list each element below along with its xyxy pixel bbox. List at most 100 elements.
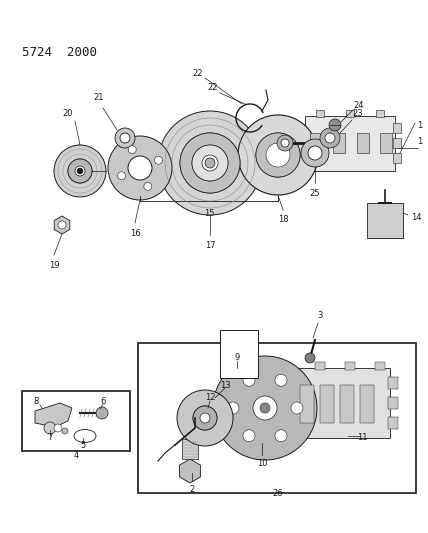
- Bar: [393, 123, 401, 133]
- Text: 12: 12: [205, 393, 215, 402]
- Circle shape: [305, 353, 315, 363]
- Text: 24: 24: [354, 101, 364, 109]
- Circle shape: [68, 159, 92, 183]
- Circle shape: [128, 156, 152, 180]
- Circle shape: [54, 424, 62, 432]
- Bar: [295, 368, 390, 438]
- Text: 19: 19: [49, 261, 59, 270]
- Circle shape: [118, 172, 125, 180]
- Text: 9: 9: [235, 353, 240, 362]
- Text: 16: 16: [130, 229, 140, 238]
- Text: 22: 22: [208, 84, 218, 93]
- Circle shape: [115, 128, 135, 148]
- Bar: [182, 439, 198, 459]
- Polygon shape: [35, 403, 72, 427]
- Circle shape: [266, 143, 290, 167]
- Circle shape: [227, 402, 239, 414]
- Bar: [138, 343, 416, 493]
- Text: 23: 23: [353, 109, 363, 118]
- Circle shape: [291, 402, 303, 414]
- Circle shape: [281, 139, 289, 147]
- Bar: [316, 109, 324, 117]
- Circle shape: [180, 133, 240, 193]
- Bar: [340, 385, 354, 423]
- Bar: [367, 203, 403, 238]
- Circle shape: [75, 166, 85, 176]
- Circle shape: [193, 406, 217, 430]
- Circle shape: [202, 155, 218, 171]
- Bar: [388, 417, 398, 429]
- Circle shape: [68, 159, 92, 183]
- Text: 3: 3: [317, 311, 323, 319]
- Circle shape: [277, 135, 293, 151]
- Text: 20: 20: [63, 109, 73, 117]
- Circle shape: [301, 139, 329, 167]
- Text: 6: 6: [100, 397, 106, 406]
- Circle shape: [192, 145, 228, 181]
- Bar: [380, 133, 392, 153]
- Text: 11: 11: [357, 433, 367, 442]
- Text: 25: 25: [310, 189, 320, 198]
- Bar: [315, 362, 325, 370]
- Circle shape: [58, 221, 66, 229]
- Circle shape: [120, 133, 130, 143]
- Bar: [220, 330, 258, 378]
- Text: 10: 10: [257, 458, 267, 467]
- Circle shape: [77, 168, 83, 174]
- Circle shape: [155, 156, 162, 164]
- Circle shape: [180, 133, 240, 193]
- Text: 13: 13: [220, 381, 230, 390]
- Circle shape: [96, 407, 108, 419]
- Bar: [305, 116, 395, 171]
- Circle shape: [158, 111, 262, 215]
- Ellipse shape: [74, 430, 96, 442]
- Circle shape: [325, 133, 335, 143]
- Circle shape: [177, 390, 233, 446]
- Polygon shape: [180, 459, 200, 483]
- Bar: [346, 109, 354, 117]
- Text: 5: 5: [80, 441, 86, 450]
- Circle shape: [193, 406, 217, 430]
- Text: 17: 17: [205, 240, 215, 249]
- Circle shape: [308, 146, 322, 160]
- Circle shape: [253, 396, 277, 420]
- Circle shape: [144, 182, 152, 190]
- Circle shape: [128, 146, 136, 154]
- Circle shape: [238, 115, 318, 195]
- Circle shape: [205, 158, 215, 168]
- Circle shape: [243, 374, 255, 386]
- Circle shape: [256, 133, 300, 177]
- Text: 5724  2000: 5724 2000: [22, 46, 97, 60]
- Text: 26: 26: [273, 489, 283, 497]
- Circle shape: [108, 136, 172, 200]
- Text: 14: 14: [411, 214, 421, 222]
- Text: 15: 15: [204, 208, 214, 217]
- Bar: [393, 138, 401, 148]
- Bar: [310, 133, 322, 153]
- Circle shape: [329, 119, 341, 131]
- Text: 21: 21: [94, 93, 104, 102]
- Circle shape: [54, 145, 106, 197]
- Circle shape: [44, 422, 56, 434]
- Text: 2: 2: [189, 484, 195, 494]
- Text: 1: 1: [417, 120, 422, 130]
- Circle shape: [243, 430, 255, 442]
- Bar: [345, 362, 355, 370]
- Bar: [360, 385, 374, 423]
- Text: 18: 18: [278, 215, 288, 224]
- Polygon shape: [54, 216, 70, 234]
- Circle shape: [213, 356, 317, 460]
- Circle shape: [260, 403, 270, 413]
- Text: 7: 7: [48, 433, 53, 442]
- Bar: [388, 377, 398, 389]
- Bar: [22, 391, 130, 451]
- Circle shape: [256, 133, 300, 177]
- Circle shape: [275, 430, 287, 442]
- Bar: [357, 133, 369, 153]
- Circle shape: [320, 128, 340, 148]
- Circle shape: [200, 413, 210, 423]
- Bar: [393, 153, 401, 163]
- Bar: [300, 385, 314, 423]
- Bar: [320, 385, 334, 423]
- Circle shape: [275, 374, 287, 386]
